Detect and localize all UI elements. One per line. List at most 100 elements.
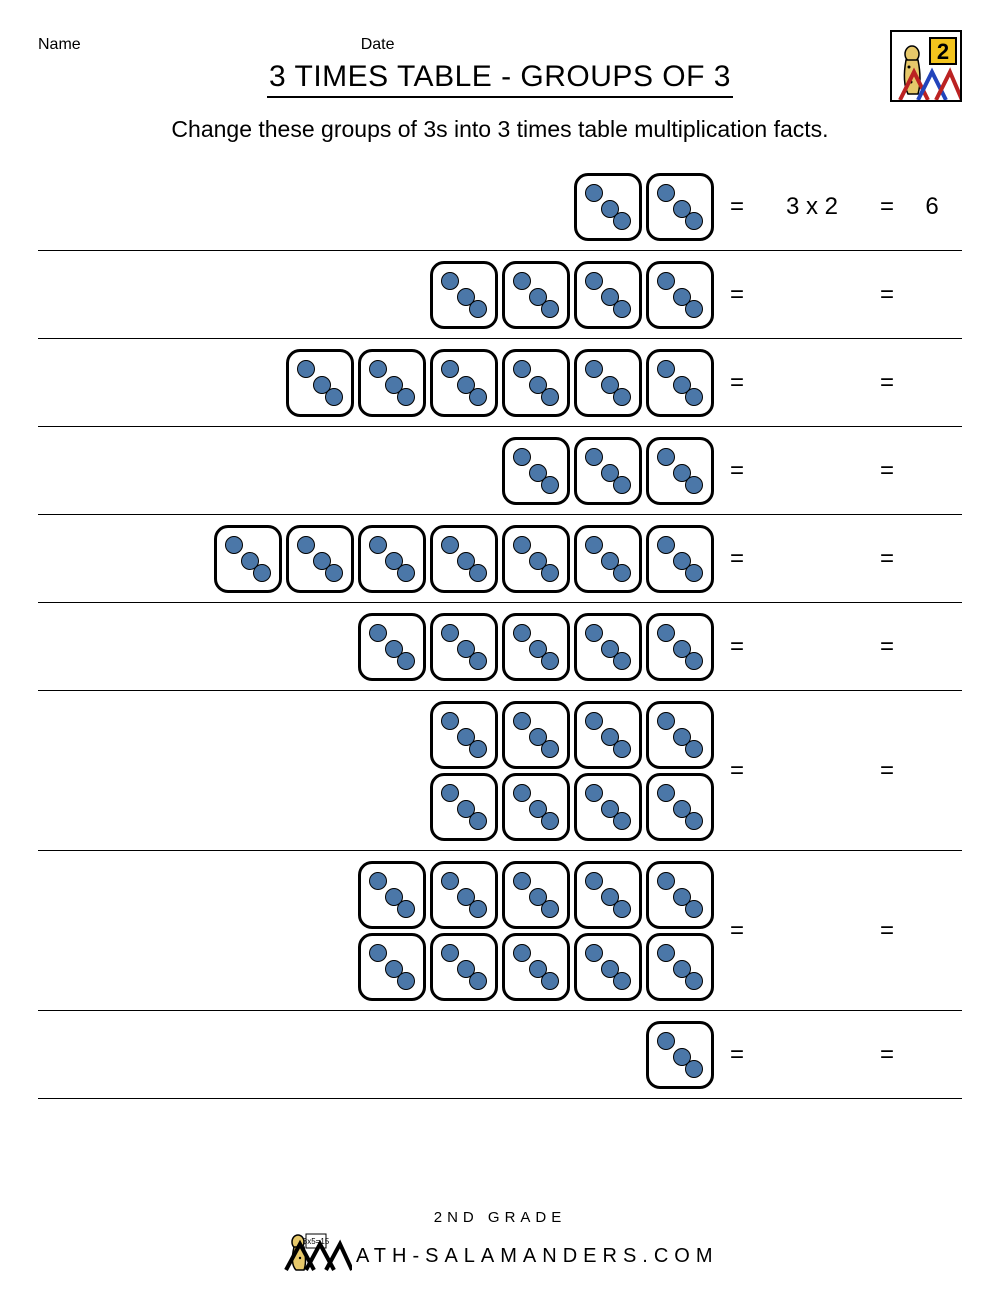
dice-area: [354, 1021, 722, 1089]
die-three: [430, 773, 498, 841]
die-three: [574, 613, 642, 681]
die-dot: [297, 360, 315, 378]
die-dot: [513, 536, 531, 554]
die-dot: [441, 784, 459, 802]
die-dot: [441, 624, 459, 642]
problem-rows: =3 x 2=6================: [38, 163, 962, 1099]
die-three: [646, 613, 714, 681]
die-three: [646, 261, 714, 329]
die-three: [574, 525, 642, 593]
equals-sign: =: [872, 281, 902, 309]
footer-brand: ATH-SALAMANDERS.COM: [356, 1245, 719, 1267]
die-dot: [585, 624, 603, 642]
die-dot: [441, 272, 459, 290]
die-three: [646, 173, 714, 241]
die-dot: [657, 944, 675, 962]
die-dot: [657, 624, 675, 642]
die-three: [430, 613, 498, 681]
problem-row: ==: [38, 851, 962, 1011]
equals-sign: =: [872, 457, 902, 485]
equals-sign: =: [722, 369, 752, 397]
die-three: [646, 701, 714, 769]
die-dot: [469, 972, 487, 990]
equals-sign: =: [722, 545, 752, 573]
die-three: [286, 349, 354, 417]
die-dot: [441, 360, 459, 378]
die-dot: [469, 300, 487, 318]
die-three: [502, 773, 570, 841]
dice-area: [426, 701, 722, 841]
equals-sign: =: [722, 917, 752, 945]
die-dot: [541, 972, 559, 990]
die-three: [358, 525, 426, 593]
die-three: [646, 861, 714, 929]
die-dot: [469, 812, 487, 830]
name-label: Name: [38, 36, 81, 54]
die-dot: [585, 872, 603, 890]
die-dot: [685, 388, 703, 406]
die-dot: [613, 300, 631, 318]
equals-sign: =: [722, 757, 752, 785]
equals-sign: =: [872, 757, 902, 785]
die-dot: [397, 900, 415, 918]
die-dot: [585, 712, 603, 730]
die-three: [574, 773, 642, 841]
instructions: Change these groups of 3s into 3 times t…: [38, 116, 962, 143]
die-three: [430, 261, 498, 329]
footer-brand-line: 3x5=15 ATH-SALAMANDERS.COM: [0, 1230, 1000, 1272]
die-dot: [397, 564, 415, 582]
die-dot: [541, 476, 559, 494]
header-labels: Name Date: [38, 30, 394, 54]
die-dot: [657, 360, 675, 378]
svg-text:2: 2: [937, 39, 949, 64]
die-dot: [657, 784, 675, 802]
die-three: [502, 261, 570, 329]
dice-area: [354, 437, 722, 505]
die-dot: [469, 900, 487, 918]
problem-row: ==: [38, 603, 962, 691]
die-three: [430, 525, 498, 593]
die-dot: [369, 624, 387, 642]
equals-sign: =: [872, 369, 902, 397]
die-three: [574, 861, 642, 929]
die-dot: [685, 652, 703, 670]
die-three: [502, 525, 570, 593]
die-three: [646, 349, 714, 417]
die-dot: [657, 1032, 675, 1050]
die-three: [646, 437, 714, 505]
date-label: Date: [361, 36, 395, 54]
die-three: [646, 1021, 714, 1089]
die-three: [286, 525, 354, 593]
die-dot: [513, 784, 531, 802]
equals-sign: =: [872, 193, 902, 221]
die-dot: [541, 388, 559, 406]
die-dot: [297, 536, 315, 554]
die-dot: [613, 652, 631, 670]
die-dot: [613, 740, 631, 758]
die-three: [502, 613, 570, 681]
equals-sign: =: [722, 193, 752, 221]
die-dot: [369, 944, 387, 962]
dice-area: [210, 525, 722, 593]
die-dot: [541, 900, 559, 918]
dice-area: [354, 613, 722, 681]
dice-area: [354, 173, 722, 241]
die-dot: [541, 300, 559, 318]
die-dot: [469, 388, 487, 406]
equals-sign: =: [872, 545, 902, 573]
die-dot: [585, 272, 603, 290]
die-dot: [657, 712, 675, 730]
die-dot: [397, 652, 415, 670]
die-dot: [513, 360, 531, 378]
die-dot: [441, 872, 459, 890]
die-dot: [397, 972, 415, 990]
die-dot: [613, 212, 631, 230]
die-three: [574, 173, 642, 241]
die-dot: [585, 944, 603, 962]
die-dot: [657, 272, 675, 290]
die-three: [430, 701, 498, 769]
die-dot: [685, 564, 703, 582]
equals-sign: =: [722, 633, 752, 661]
die-dot: [585, 536, 603, 554]
die-three: [502, 437, 570, 505]
